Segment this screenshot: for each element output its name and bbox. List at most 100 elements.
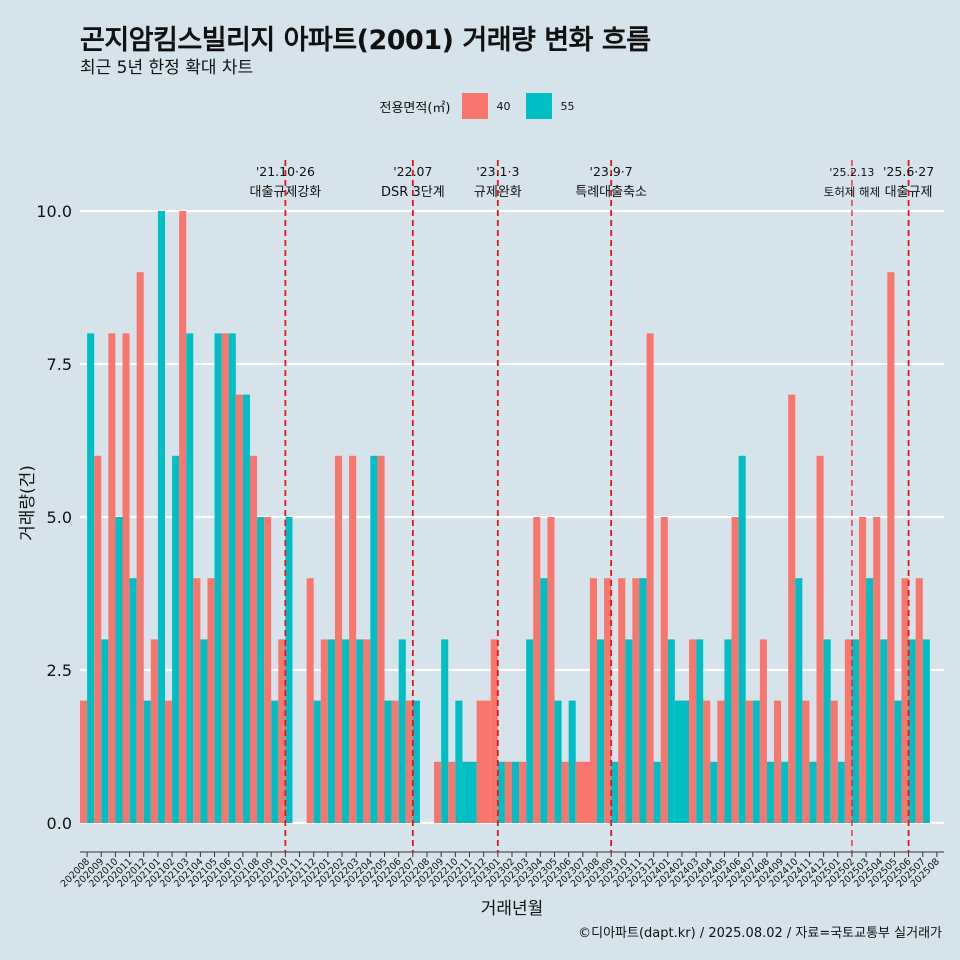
legend: 전용면적(㎡) 40 55 — [0, 93, 960, 119]
bar-55-202011 — [129, 578, 137, 823]
bar-55-202009 — [101, 639, 109, 823]
event-label: 대출규제 — [885, 185, 933, 200]
bar-40-202412 — [816, 455, 824, 823]
bar-55-202010 — [115, 517, 123, 823]
bar-55-202302 — [512, 761, 520, 823]
bar-55-202410 — [795, 578, 803, 823]
bar-40-202406 — [731, 517, 739, 823]
bar-40-202203 — [349, 455, 357, 823]
x-axis-title: 거래년월 — [481, 899, 544, 919]
bar-55-202505 — [894, 700, 902, 823]
bar-55-202102 — [172, 455, 180, 823]
bar-55-202103 — [186, 333, 194, 823]
bar-55-202110 — [285, 517, 293, 823]
bar-40-202306 — [561, 761, 569, 823]
legend-title: 전용면적(㎡) — [379, 100, 451, 116]
bar-55-202504 — [880, 639, 888, 823]
bar-55-202008 — [87, 333, 95, 823]
bar-40-202312 — [646, 333, 654, 823]
event-date: '25.2.13 — [829, 166, 874, 179]
bar-40-202506 — [901, 578, 909, 823]
bar-40-202411 — [802, 700, 810, 823]
bar-40-202206 — [391, 700, 399, 823]
bar-40-202301 — [490, 639, 498, 823]
bar-55-202107 — [242, 394, 250, 823]
bar-55-202305 — [554, 700, 562, 823]
event-label: DSR 3단계 — [381, 185, 445, 200]
bar-55-202203 — [356, 639, 364, 823]
y-axis-title: 거래량(건) — [18, 465, 38, 541]
bar-40-202008 — [80, 700, 88, 823]
bar-40-202305 — [547, 517, 555, 823]
bar-40-202105 — [207, 578, 215, 823]
bar-55-202401 — [667, 639, 675, 823]
legend-swatch-40 — [462, 93, 489, 119]
bar-40-202304 — [533, 517, 541, 823]
bar-55-202503 — [866, 578, 874, 823]
legend-label-55: 55 — [560, 99, 575, 113]
bar-55-202404 — [710, 761, 718, 823]
bar-55-202108 — [257, 517, 265, 823]
bar-40-202212 — [476, 700, 491, 823]
bar-55-202201 — [327, 639, 335, 823]
bar-40-202401 — [660, 517, 668, 823]
bar-40-202404 — [703, 700, 711, 823]
bar-55-202210 — [455, 700, 463, 823]
bar-40-202408 — [759, 639, 767, 823]
bar-55-202206 — [398, 639, 406, 823]
bar-40-202410 — [788, 394, 796, 823]
bar-55-202402 — [674, 700, 690, 823]
bar-40-202407 — [745, 700, 753, 823]
bar-40-202501 — [830, 700, 838, 823]
bar-40-202110 — [278, 639, 286, 823]
bar-55-202411 — [809, 761, 817, 823]
bar-55-202301 — [497, 761, 505, 823]
bar-40-202106 — [221, 333, 229, 823]
source-caption: ©디아파트(dapt.kr) / 2025.08.02 / 자료=국토교통부 실… — [578, 926, 942, 941]
bar-40-202104 — [193, 578, 201, 823]
bar-40-202209 — [434, 761, 442, 823]
bar-40-202502 — [844, 639, 852, 823]
bar-40-202504 — [873, 517, 881, 823]
event-label: 토허제 해제 — [824, 185, 881, 199]
bar-55-202109 — [271, 700, 279, 823]
bar-55-202207 — [412, 700, 420, 823]
bar-40-202405 — [717, 700, 725, 823]
y-tick-label: 5.0 — [47, 508, 72, 527]
chart-subtitle: 최근 5년 한정 확대 차트 — [80, 58, 254, 78]
bar-55-202502 — [851, 639, 860, 823]
bar-55-202304 — [540, 578, 548, 823]
bar-40-202308 — [589, 578, 597, 823]
bar-40-202011 — [122, 333, 130, 823]
bar-55-202407 — [752, 700, 760, 823]
bar-40-202310 — [618, 578, 626, 823]
bar-40-202109 — [264, 517, 272, 823]
bar-40-202309 — [604, 578, 612, 823]
event-date: '23.9·7 — [590, 164, 633, 179]
bar-55-202209 — [441, 639, 449, 823]
bar-55-202205 — [384, 700, 392, 823]
bar-40-202503 — [859, 517, 867, 823]
bar-40-202009 — [94, 455, 102, 823]
event-date: '22.07 — [393, 164, 432, 179]
bar-55-202204 — [370, 455, 378, 823]
bar-40-202112 — [306, 578, 314, 823]
bar-40-202403 — [689, 639, 697, 823]
bar-40-202107 — [235, 394, 243, 823]
bar-40-202204 — [363, 639, 371, 823]
y-tick-label: 2.5 — [47, 661, 72, 680]
bar-55-202501 — [837, 761, 845, 823]
bar-55-202309 — [611, 761, 619, 823]
bar-55-202312 — [653, 761, 661, 823]
bar-55-202310 — [625, 639, 633, 823]
chart-title: 곤지암킴스빌리지 아파트(2001) 거래량 변화 흐름 — [80, 25, 651, 56]
bar-40-202507 — [915, 578, 923, 823]
bar-40-202102 — [164, 700, 173, 823]
y-tick-label: 0.0 — [47, 814, 72, 833]
y-tick-label: 7.5 — [47, 355, 72, 374]
bar-40-202205 — [377, 455, 385, 823]
bar-40-202505 — [887, 272, 895, 823]
bar-55-202506 — [908, 639, 916, 823]
bar-55-202311 — [639, 578, 647, 823]
bar-55-202104 — [200, 639, 208, 823]
